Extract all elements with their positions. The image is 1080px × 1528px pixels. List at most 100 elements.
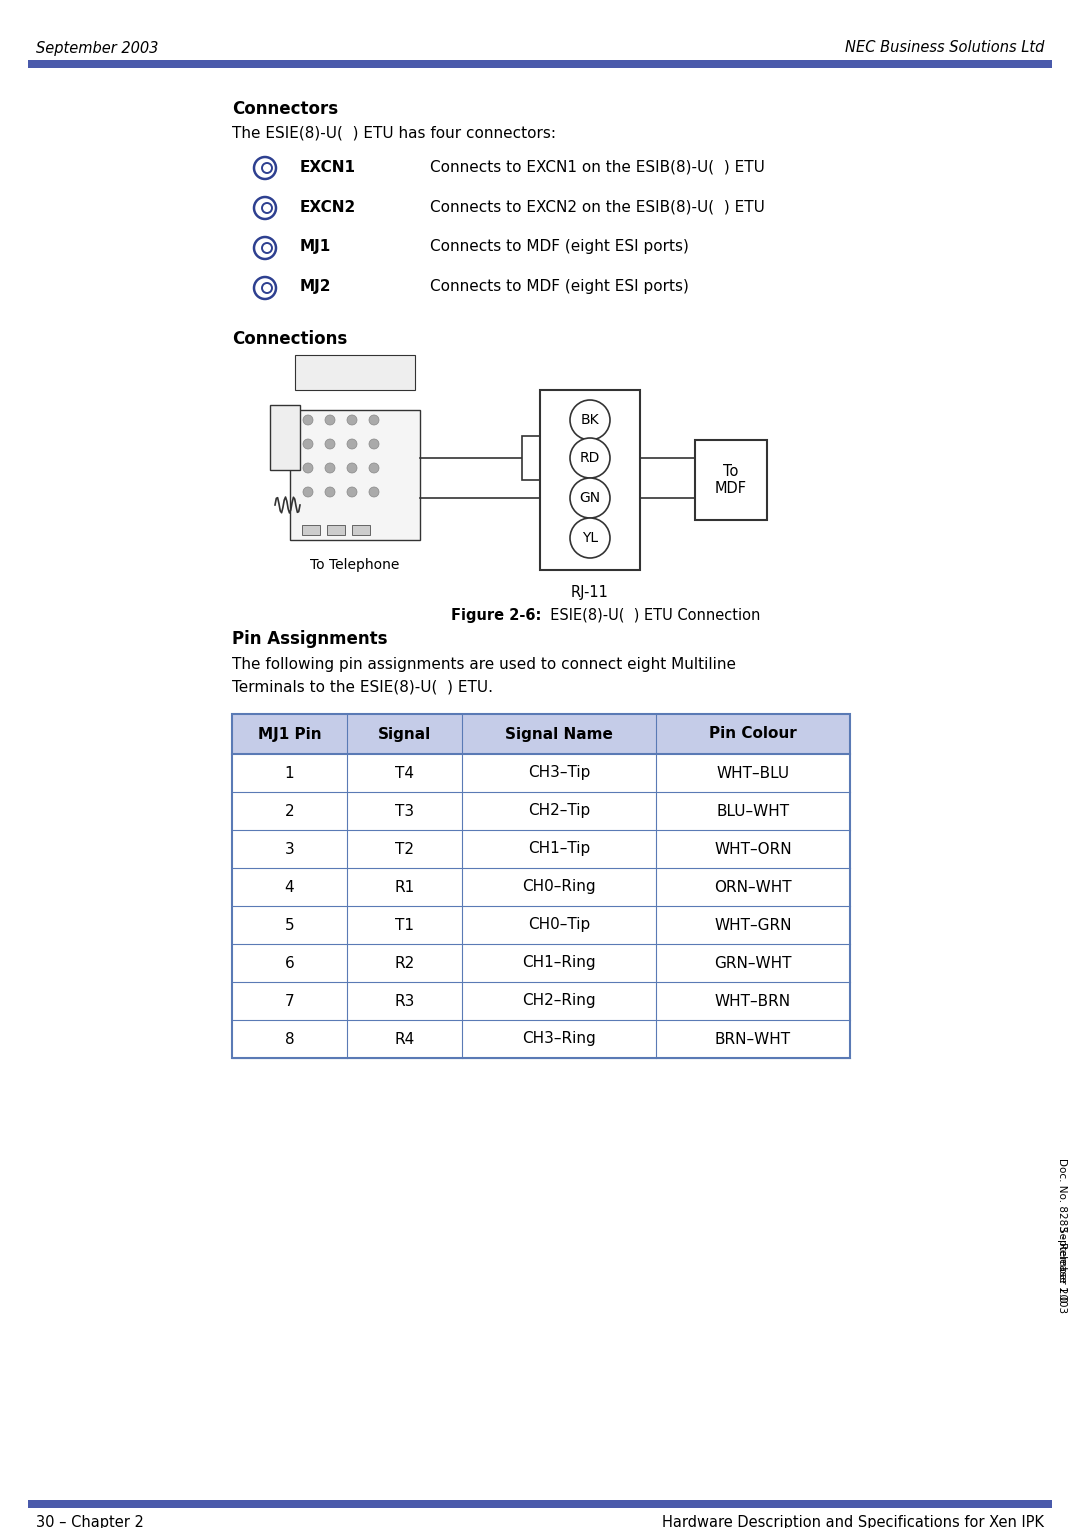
Text: September 2003: September 2003 — [1057, 1227, 1067, 1314]
Text: Pin Colour: Pin Colour — [710, 726, 797, 741]
Text: GN: GN — [580, 490, 600, 504]
Text: To Telephone: To Telephone — [310, 558, 400, 571]
Text: The following pin assignments are used to connect eight Multiline: The following pin assignments are used t… — [232, 657, 735, 672]
Circle shape — [570, 439, 610, 478]
Text: BK: BK — [581, 413, 599, 426]
Bar — [232, 714, 850, 753]
Text: YL: YL — [582, 532, 598, 545]
Text: WHT–BLU: WHT–BLU — [716, 766, 789, 781]
Circle shape — [347, 487, 357, 497]
Text: CH2–Tip: CH2–Tip — [528, 804, 590, 819]
Bar — [232, 1021, 850, 1057]
Bar — [352, 526, 370, 535]
Bar — [295, 354, 415, 390]
Bar — [270, 405, 300, 471]
Text: Connectors: Connectors — [232, 99, 338, 118]
Circle shape — [325, 439, 335, 449]
Text: MJ1: MJ1 — [300, 240, 332, 255]
Text: CH3–Ring: CH3–Ring — [522, 1031, 596, 1047]
Text: CH2–Ring: CH2–Ring — [523, 993, 596, 1008]
Circle shape — [369, 439, 379, 449]
Circle shape — [303, 463, 313, 474]
Bar — [540, 390, 640, 570]
Bar — [232, 714, 850, 1057]
Text: BRN–WHT: BRN–WHT — [715, 1031, 791, 1047]
Text: Connects to EXCN1 on the ESIB(8)-U(  ) ETU: Connects to EXCN1 on the ESIB(8)-U( ) ET… — [430, 159, 765, 174]
Circle shape — [570, 518, 610, 558]
Text: 1: 1 — [285, 766, 295, 781]
Text: 8: 8 — [285, 1031, 295, 1047]
Text: RD: RD — [580, 451, 600, 465]
Text: 30 – Chapter 2: 30 – Chapter 2 — [36, 1514, 144, 1528]
Text: WHT–GRN: WHT–GRN — [714, 917, 792, 932]
Text: ORN–WHT: ORN–WHT — [714, 880, 792, 894]
Text: 2: 2 — [285, 804, 295, 819]
Text: Connects to EXCN2 on the ESIB(8)-U(  ) ETU: Connects to EXCN2 on the ESIB(8)-U( ) ET… — [430, 200, 765, 214]
Circle shape — [303, 439, 313, 449]
Text: BLU–WHT: BLU–WHT — [716, 804, 789, 819]
Text: 4: 4 — [285, 880, 295, 894]
Text: R1: R1 — [394, 880, 415, 894]
Text: NEC Business Solutions Ltd: NEC Business Solutions Ltd — [845, 41, 1044, 55]
Circle shape — [325, 487, 335, 497]
Text: Connects to MDF (eight ESI ports): Connects to MDF (eight ESI ports) — [430, 240, 689, 255]
Text: Signal: Signal — [378, 726, 431, 741]
Text: Figure 2-6:: Figure 2-6: — [450, 608, 541, 623]
Bar — [232, 753, 850, 792]
Bar — [232, 906, 850, 944]
Bar — [232, 944, 850, 983]
Circle shape — [369, 416, 379, 425]
Text: The ESIE(8)-U(  ) ETU has four connectors:: The ESIE(8)-U( ) ETU has four connectors… — [232, 125, 556, 141]
Text: EXCN1: EXCN1 — [300, 159, 356, 174]
Circle shape — [347, 439, 357, 449]
Text: RJ-11: RJ-11 — [571, 585, 609, 601]
Text: T1: T1 — [395, 917, 414, 932]
Text: R4: R4 — [394, 1031, 415, 1047]
Bar — [302, 526, 320, 535]
Bar — [232, 868, 850, 906]
Circle shape — [325, 416, 335, 425]
Text: Connections: Connections — [232, 330, 348, 348]
Circle shape — [325, 463, 335, 474]
Text: EXCN2: EXCN2 — [300, 200, 356, 214]
Bar — [28, 60, 1052, 69]
Circle shape — [303, 487, 313, 497]
Text: GRN–WHT: GRN–WHT — [714, 955, 792, 970]
Text: T4: T4 — [395, 766, 414, 781]
Circle shape — [570, 478, 610, 518]
Text: Doc. No. 8283 - Release 1.0: Doc. No. 8283 - Release 1.0 — [1057, 1158, 1067, 1302]
Text: CH3–Tip: CH3–Tip — [528, 766, 590, 781]
Bar — [232, 792, 850, 830]
Text: CH0–Ring: CH0–Ring — [523, 880, 596, 894]
Text: T3: T3 — [395, 804, 414, 819]
Bar — [232, 830, 850, 868]
Text: R3: R3 — [394, 993, 415, 1008]
Bar — [327, 526, 345, 535]
Text: 5: 5 — [285, 917, 295, 932]
Text: 7: 7 — [285, 993, 295, 1008]
Text: CH0–Tip: CH0–Tip — [528, 917, 590, 932]
Circle shape — [303, 416, 313, 425]
Circle shape — [570, 400, 610, 440]
Circle shape — [369, 487, 379, 497]
Text: ESIE(8)-U(  ) ETU Connection: ESIE(8)-U( ) ETU Connection — [541, 608, 760, 623]
Text: T2: T2 — [395, 842, 414, 857]
Bar — [696, 440, 767, 520]
Bar — [28, 1500, 1052, 1508]
Text: September 2003: September 2003 — [36, 41, 159, 55]
Bar — [291, 410, 420, 539]
Text: MJ2: MJ2 — [300, 280, 332, 295]
Text: Hardware Description and Specifications for Xen IPK: Hardware Description and Specifications … — [662, 1514, 1044, 1528]
Bar — [232, 983, 850, 1021]
Circle shape — [347, 416, 357, 425]
Text: 3: 3 — [285, 842, 295, 857]
Text: Terminals to the ESIE(8)-U(  ) ETU.: Terminals to the ESIE(8)-U( ) ETU. — [232, 678, 492, 694]
Text: Connects to MDF (eight ESI ports): Connects to MDF (eight ESI ports) — [430, 280, 689, 295]
Text: MJ1 Pin: MJ1 Pin — [258, 726, 322, 741]
Text: WHT–ORN: WHT–ORN — [714, 842, 792, 857]
Text: CH1–Ring: CH1–Ring — [523, 955, 596, 970]
Text: Pin Assignments: Pin Assignments — [232, 630, 388, 648]
Bar — [522, 435, 540, 480]
Text: 6: 6 — [285, 955, 295, 970]
Text: CH1–Tip: CH1–Tip — [528, 842, 590, 857]
